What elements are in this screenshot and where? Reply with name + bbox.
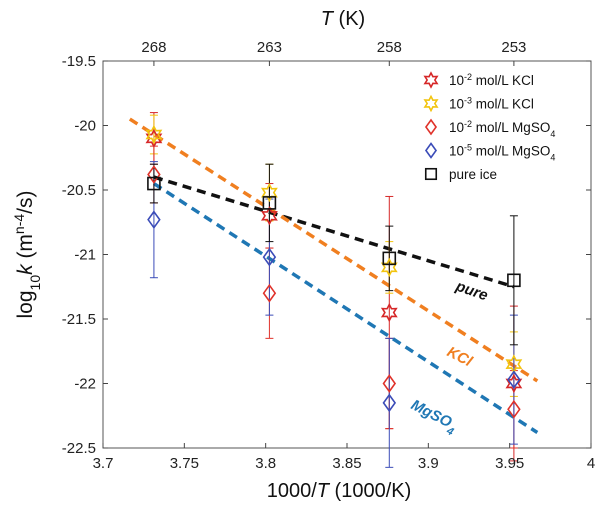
point-10-2-mol-l-kcl bbox=[260, 206, 278, 226]
point-10-2-mol-l-mgso4 bbox=[382, 374, 397, 393]
legend-marker-pure-ice bbox=[424, 167, 438, 181]
legend-entry-10-2-mol-l-kcl: 10-2 mol/L KCl bbox=[449, 72, 534, 88]
legend-entry-10-3-mol-l-kcl: 10-3 mol/L KCl bbox=[449, 96, 534, 112]
y-tick-label: -19.5 bbox=[62, 53, 96, 70]
point-10-3-mol-l-kcl bbox=[260, 182, 278, 203]
point-10-2-mol-l-kcl bbox=[505, 373, 523, 394]
top-x-tick-label: 253 bbox=[501, 39, 526, 56]
point-10-2-mol-l-mgso4 bbox=[262, 283, 277, 303]
point-10-5-mol-l-mgso4 bbox=[507, 370, 521, 389]
legend-marker-10-5-mol-l-mgso4 bbox=[424, 142, 438, 159]
point-pure-ice bbox=[507, 273, 521, 288]
point-pure-ice bbox=[262, 196, 277, 210]
y-axis-title: log10k (mn-4/s) bbox=[11, 191, 43, 319]
legend-marker-10-3-mol-l-kcl bbox=[423, 94, 439, 113]
point-10-2-mol-l-mgso4 bbox=[507, 399, 521, 419]
y-tick-label: -20.5 bbox=[62, 182, 96, 199]
fit-line-pure bbox=[153, 175, 515, 289]
point-10-2-mol-l-mgso4 bbox=[147, 165, 161, 184]
x-tick-label: 4 bbox=[587, 455, 595, 472]
x-tick-label: 3.9 bbox=[418, 455, 439, 472]
point-10-5-mol-l-mgso4 bbox=[262, 247, 277, 267]
legend-marker-10-2-mol-l-kcl bbox=[423, 71, 439, 89]
x-tick-label: 3.8 bbox=[255, 455, 276, 472]
point-pure-ice bbox=[382, 251, 397, 266]
legend-entry-10-2-mol-l-mgso4: 10-2 mol/L MgSO4 bbox=[449, 119, 555, 139]
point-10-3-mol-l-kcl bbox=[145, 124, 163, 145]
x-axis-title: 1000/T (1000/K) bbox=[267, 480, 412, 502]
point-10-3-mol-l-kcl bbox=[380, 257, 398, 278]
data-points bbox=[145, 124, 523, 419]
top-x-tick-label: 258 bbox=[377, 39, 402, 56]
fit-line-mgso bbox=[152, 182, 539, 434]
x-tick-label: 3.95 bbox=[495, 455, 524, 472]
legend-entry-10-5-mol-l-mgso4: 10-5 mol/L MgSO4 bbox=[449, 143, 555, 163]
legend-entry-pure-ice: pure ice bbox=[449, 167, 497, 182]
point-pure-ice bbox=[147, 176, 161, 191]
y-tick-label: -22 bbox=[74, 376, 96, 393]
fit-lines bbox=[128, 117, 539, 434]
y-tick-label: -21 bbox=[74, 247, 96, 264]
legend: 10-2 mol/L KCl 10-3 mol/L KCl 10-2 mol/L M… bbox=[423, 71, 555, 182]
point-10-2-mol-l-kcl bbox=[380, 302, 398, 323]
axis-titles: 1000/T (1000/K) T (K) log10k (mn-4/s) bbox=[11, 8, 411, 502]
x-tick-label: 3.7 bbox=[93, 455, 114, 472]
legend-marker-10-2-mol-l-mgso4 bbox=[424, 118, 438, 136]
point-10-5-mol-l-mgso4 bbox=[382, 393, 397, 413]
top-x-tick-label: 263 bbox=[257, 39, 282, 56]
y-tick-label: -22.5 bbox=[62, 440, 96, 457]
top-x-axis-title: T (K) bbox=[321, 8, 365, 30]
point-10-5-mol-l-mgso4 bbox=[147, 210, 161, 230]
x-tick-label: 3.75 bbox=[170, 455, 199, 472]
top-x-tick-label: 268 bbox=[141, 39, 166, 56]
y-tick-label: -20 bbox=[74, 118, 96, 135]
point-10-2-mol-l-kcl bbox=[145, 128, 163, 149]
x-tick-label: 3.85 bbox=[332, 455, 361, 472]
fit-line-kcl bbox=[128, 117, 539, 383]
y-tick-label: -21.5 bbox=[62, 311, 96, 328]
error-bars bbox=[149, 112, 518, 468]
axes: 3.7 3.75 3.8 3.85 3.9 3.95 4 -22.5 -22 -21.5 -21 -2… bbox=[62, 39, 595, 472]
